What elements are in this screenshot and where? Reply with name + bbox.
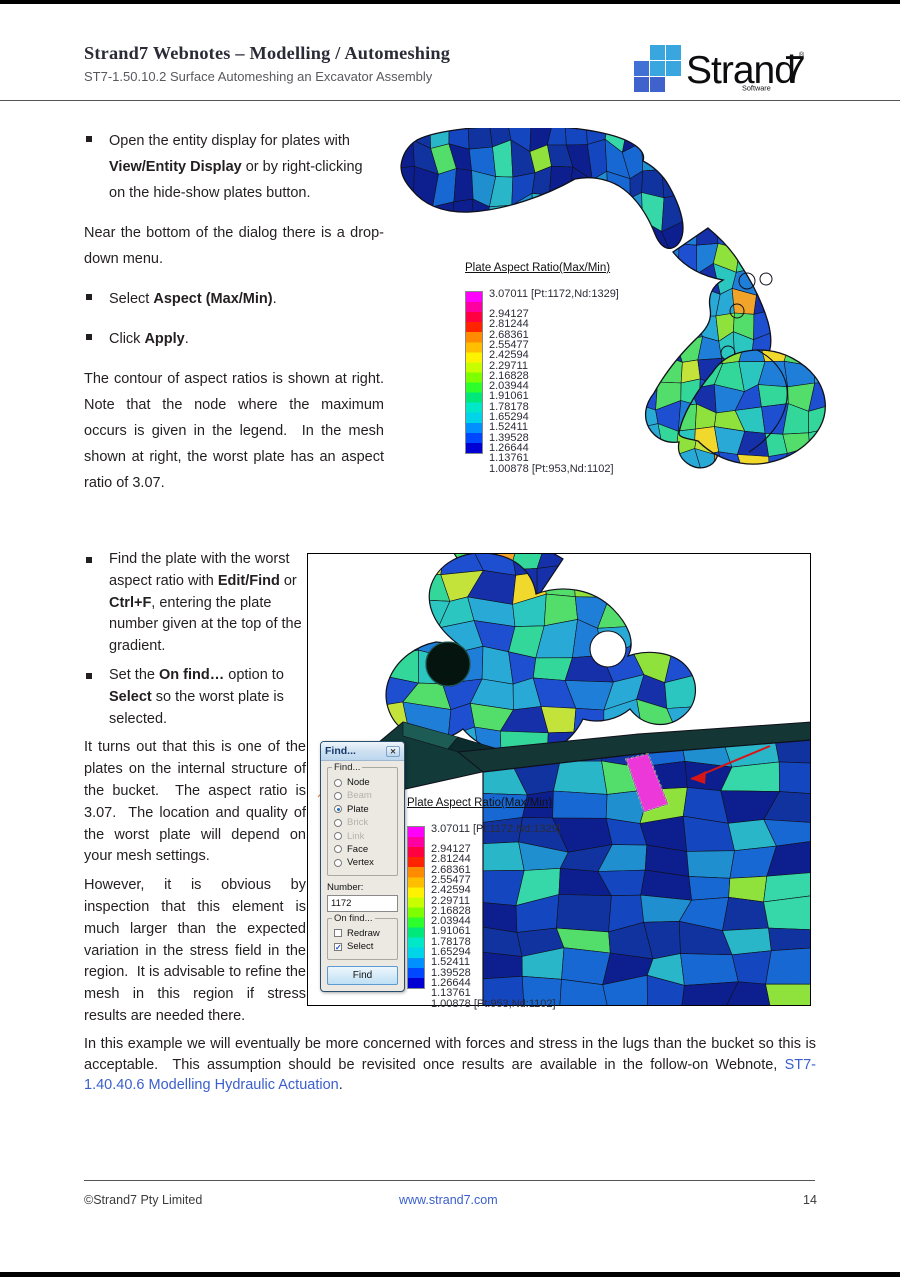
svg-text:Strand: Strand <box>686 49 795 92</box>
svg-text:Software: Software <box>742 84 771 93</box>
svg-text:®: ® <box>799 51 805 59</box>
